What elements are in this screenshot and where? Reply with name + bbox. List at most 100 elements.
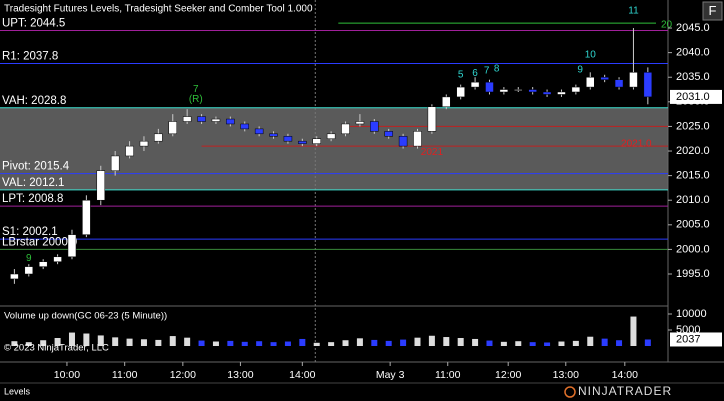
candle-body xyxy=(571,86,581,93)
annotation: 7 xyxy=(193,84,199,95)
y-tick-label: 2015.0 xyxy=(676,170,710,182)
volume-bar xyxy=(313,342,320,346)
volume-bar xyxy=(558,341,565,346)
panel-title: Volume up down(GC 06-23 (5 Minute)) xyxy=(4,311,167,322)
volume-bar xyxy=(601,338,608,346)
volume-bar xyxy=(544,342,551,346)
candle-body xyxy=(499,89,509,93)
candle-body xyxy=(82,199,91,235)
volume-bar xyxy=(299,338,306,346)
candle-body xyxy=(470,81,480,88)
x-tick-label: 11:00 xyxy=(435,369,461,381)
volume-bar xyxy=(256,341,263,346)
value-area xyxy=(0,107,668,190)
candle-body xyxy=(398,136,408,147)
candle-body xyxy=(110,155,120,171)
level-label: R1: 2037.8 xyxy=(2,50,58,62)
candle-body xyxy=(456,86,465,98)
x-tick-label: 12:00 xyxy=(170,369,196,381)
candle-body xyxy=(614,79,624,88)
level-label: UPT: 2044.5 xyxy=(2,18,65,30)
annotation: 20 xyxy=(661,20,673,31)
candle-body xyxy=(168,121,178,135)
f-button-label[interactable]: F xyxy=(709,3,717,18)
candle-body xyxy=(355,121,365,125)
y-tick-label: 2040.0 xyxy=(676,47,710,59)
volume-bar xyxy=(169,336,176,346)
volume-bar xyxy=(500,341,507,346)
annotation: 9 xyxy=(577,64,583,75)
x-tick-label: 11:00 xyxy=(112,369,138,381)
tab-label[interactable]: Levels xyxy=(4,386,31,396)
candle-body xyxy=(557,91,566,95)
candle-body xyxy=(154,133,163,142)
candle-body xyxy=(96,170,106,201)
candle-body xyxy=(197,116,206,122)
y-tick-label: 1995.0 xyxy=(676,268,710,280)
x-tick-label: 10:00 xyxy=(54,369,80,381)
candle-body xyxy=(528,89,537,93)
candle-body xyxy=(312,138,321,144)
volume-bar xyxy=(184,337,191,346)
f-button[interactable] xyxy=(702,1,723,21)
candle-body xyxy=(514,89,523,91)
x-tick-label: May 3 xyxy=(376,369,405,381)
volume-bar xyxy=(284,341,291,346)
annotation: 11 xyxy=(628,5,639,16)
volume-bar xyxy=(68,332,75,346)
candle-body xyxy=(53,256,62,262)
level-label: S1: 2002.1 xyxy=(2,226,58,238)
candle-body xyxy=(586,76,595,88)
candle-body xyxy=(38,261,48,267)
volume-bar xyxy=(112,337,119,346)
candle-body xyxy=(226,118,235,125)
volume-bar xyxy=(198,340,205,346)
candle-body xyxy=(10,273,19,280)
volume-bar xyxy=(356,338,363,346)
candle-body xyxy=(384,131,393,137)
volume-bar xyxy=(241,341,248,346)
x-tick-label: 13:00 xyxy=(553,369,579,381)
candle-body xyxy=(283,136,293,142)
level-label: LPT: 2008.8 xyxy=(2,193,63,205)
candle-body xyxy=(485,81,494,93)
volume-bar xyxy=(400,339,407,346)
volume-label-box xyxy=(670,332,722,347)
volume-bar xyxy=(54,338,61,346)
volume-bar xyxy=(126,338,133,346)
volume-bar xyxy=(25,342,32,346)
volume-bar xyxy=(371,339,378,346)
volume-bar xyxy=(587,336,594,346)
candle-body xyxy=(139,140,149,147)
volume-bar xyxy=(83,333,90,346)
volume-bar xyxy=(328,342,335,346)
candle-body xyxy=(211,118,221,122)
volume-bar xyxy=(212,341,219,346)
plot: UPT: 2044.5 R1: 2037.8 VAH: 2028.8 Pivot: 2… xyxy=(0,0,722,381)
volume-value-label: 2037 xyxy=(676,333,700,345)
annotation: (R) xyxy=(189,94,203,105)
y-tick-label: 2000.0 xyxy=(676,243,710,255)
candle-body xyxy=(542,91,552,95)
volume-bar xyxy=(227,340,234,346)
y-tick-label: 2005.0 xyxy=(676,219,710,231)
level-label: VAH: 2028.8 xyxy=(2,95,66,107)
y-tick-label: 10000 xyxy=(676,308,707,320)
annotation: 5 xyxy=(458,69,464,80)
level-label: Pivot: 2015.4 xyxy=(2,161,70,173)
logo-icon xyxy=(564,386,576,398)
annotation: 10 xyxy=(585,50,597,61)
volume-bar xyxy=(486,340,493,346)
x-tick-label: 14:00 xyxy=(289,369,315,381)
candle-body xyxy=(326,133,336,139)
candle-body xyxy=(67,234,77,258)
annotation: 2021.0 xyxy=(621,138,652,149)
candle-body xyxy=(643,72,653,98)
candle-body xyxy=(629,72,638,88)
candle-body xyxy=(24,266,34,275)
candle-body xyxy=(370,121,379,132)
x-tick-label: 13:00 xyxy=(227,369,253,381)
annotation: 2021 xyxy=(421,147,444,158)
